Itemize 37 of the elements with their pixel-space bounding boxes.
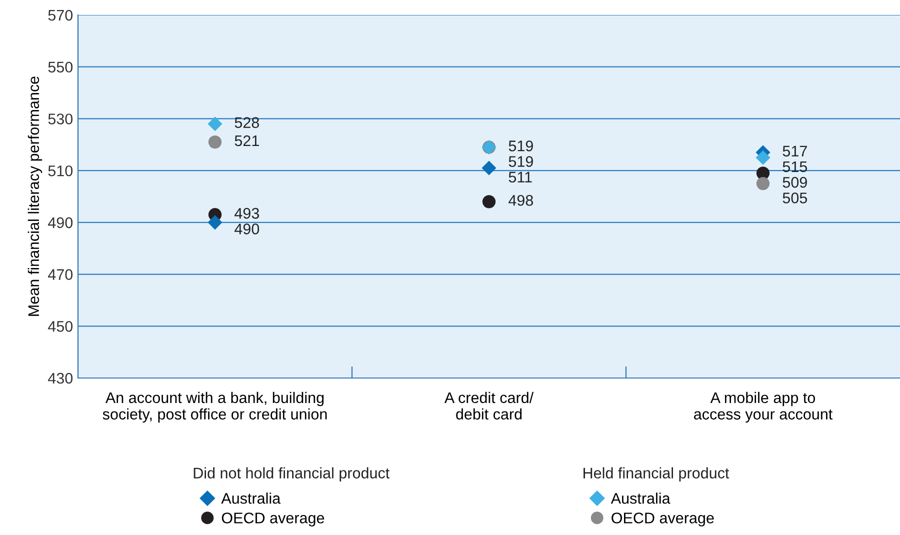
y-tick-label: 510 bbox=[48, 165, 73, 176]
legend-label: Australia bbox=[610, 492, 670, 504]
data-label: 519 bbox=[508, 140, 533, 152]
text: Held financial product bbox=[584, 467, 730, 482]
x-tick-label: An account with a bank, building society, post office or credit union bbox=[102, 392, 327, 423]
y-tick-label: 450 bbox=[48, 321, 73, 332]
point bbox=[756, 176, 770, 190]
data-label: 498 bbox=[508, 194, 534, 206]
point bbox=[482, 195, 496, 208]
data-label: 521 bbox=[234, 135, 259, 146]
point bbox=[208, 116, 222, 132]
data-label: 515 bbox=[782, 161, 808, 172]
y-tick-label: 570 bbox=[48, 10, 73, 21]
data-label: 509 bbox=[782, 176, 807, 188]
data-label: 505 bbox=[782, 192, 808, 204]
x-tick-label: A credit card/ debit card bbox=[444, 392, 534, 420]
point bbox=[208, 135, 222, 149]
y-tick-label: 470 bbox=[48, 269, 73, 280]
data-label: 511 bbox=[508, 172, 532, 183]
data-label: 490 bbox=[234, 224, 260, 234]
data-label: 517 bbox=[782, 146, 807, 157]
y-tick-label: 490 bbox=[48, 217, 73, 228]
y-axis-title: Mean financial literacy performance bbox=[28, 76, 42, 316]
legend-label: OECD average bbox=[612, 512, 714, 526]
y-tick-label: 530 bbox=[48, 114, 73, 124]
legend-label: OECD average bbox=[222, 512, 324, 526]
y-tick-label: 430 bbox=[48, 372, 73, 384]
point bbox=[208, 215, 222, 230]
x-tick-label: A mobile app to access your account bbox=[694, 392, 833, 423]
point bbox=[482, 160, 496, 176]
data-label: 493 bbox=[234, 208, 259, 219]
point bbox=[756, 150, 770, 165]
legend-label: Australia bbox=[221, 492, 281, 504]
data-label: 528 bbox=[234, 117, 260, 128]
y-tick-label: 550 bbox=[48, 62, 73, 73]
text: Did not hold financial product bbox=[194, 467, 390, 482]
data-label: 519 bbox=[508, 156, 533, 167]
